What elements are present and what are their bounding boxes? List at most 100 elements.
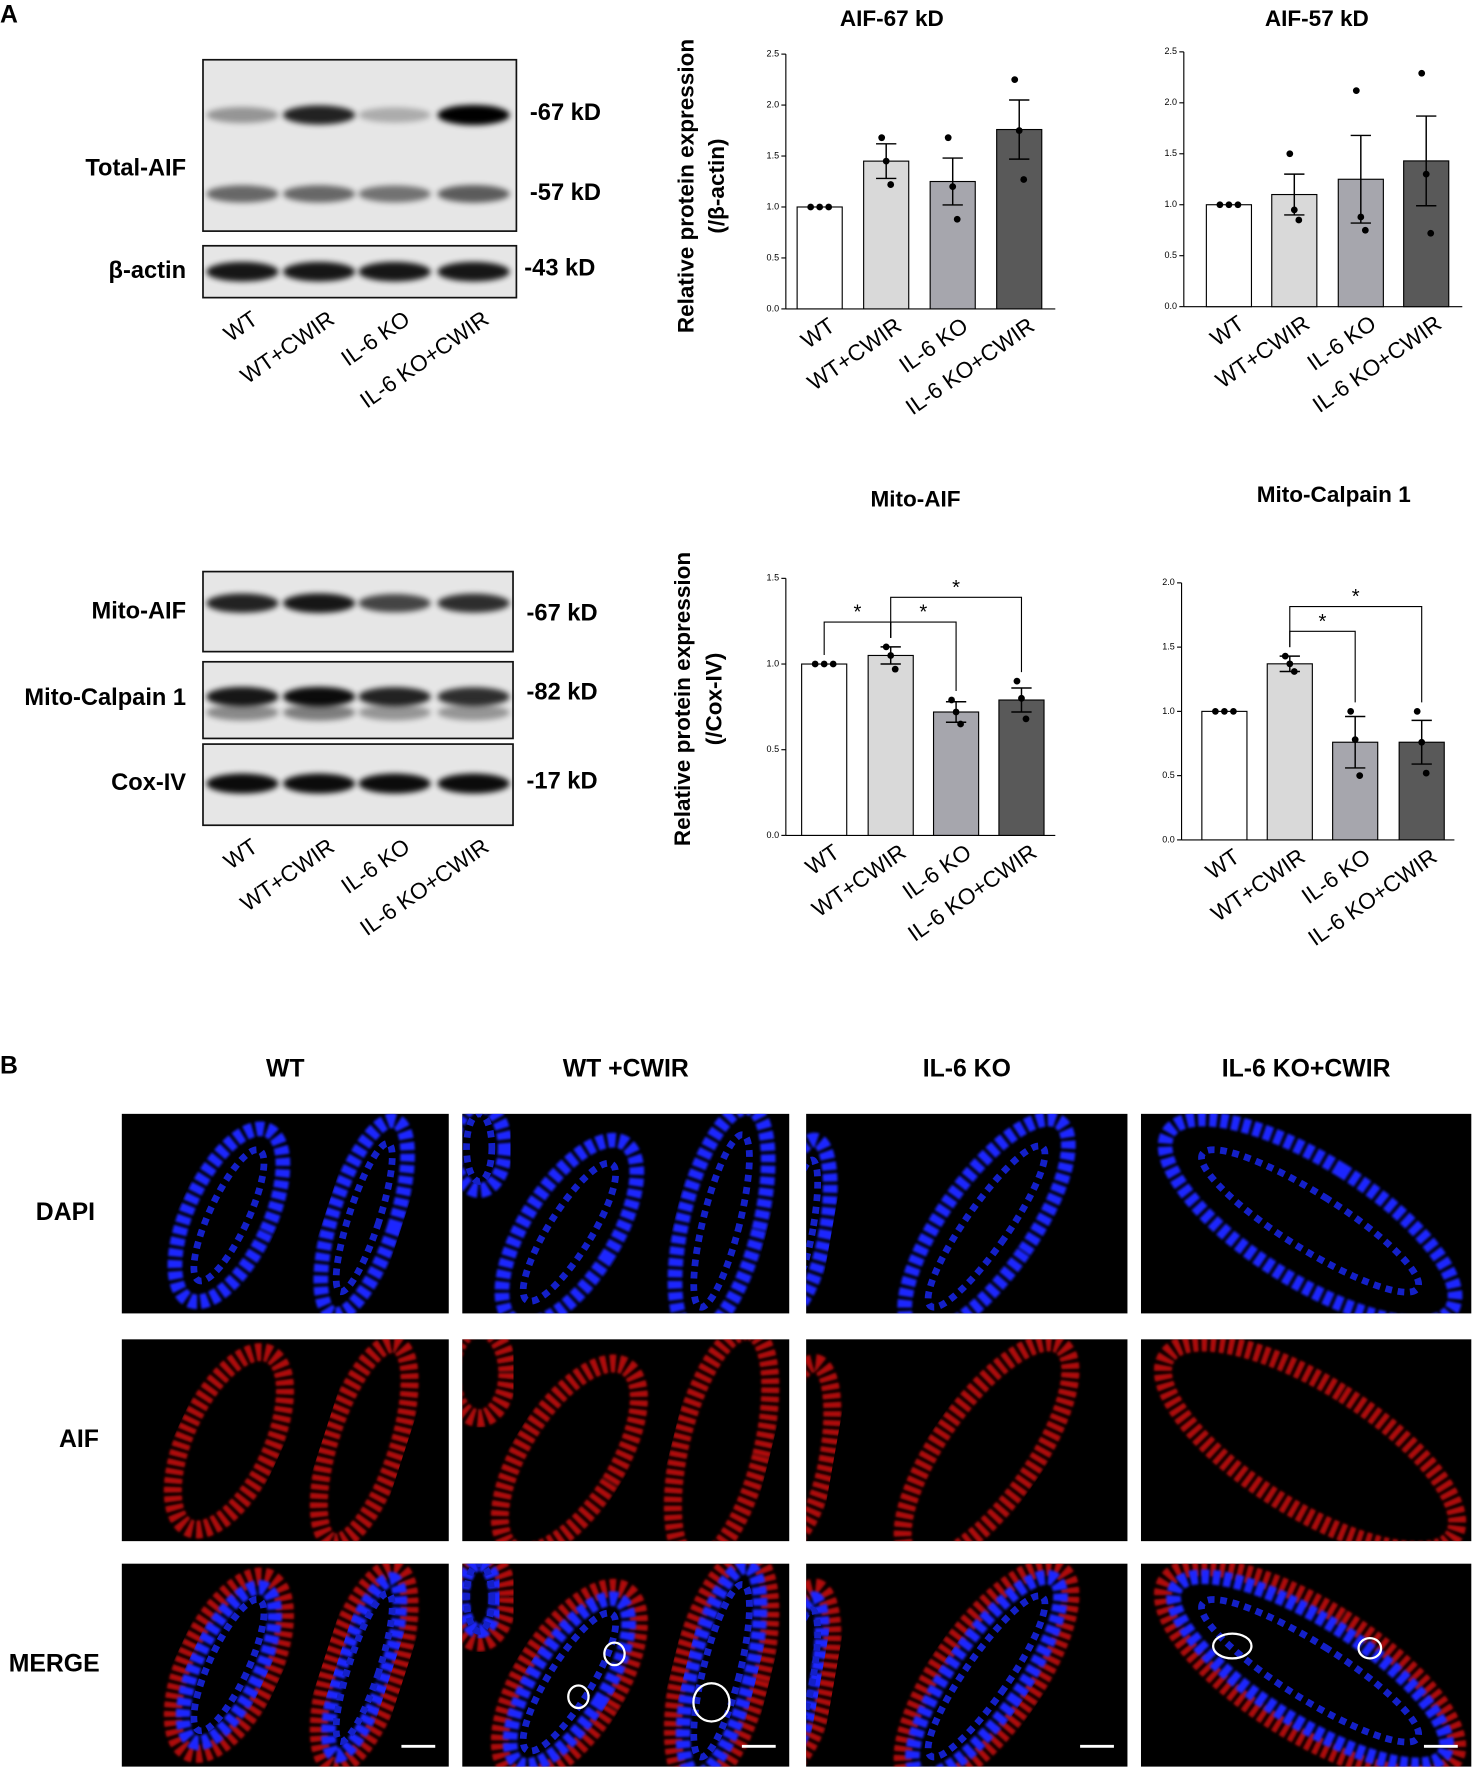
aif-stain bbox=[163, 1343, 295, 1539]
data-point bbox=[1413, 708, 1421, 715]
column-header: WT +CWIR bbox=[563, 1056, 689, 1083]
data-point bbox=[1351, 736, 1359, 744]
y-tick-label: 0.5 bbox=[1162, 770, 1175, 780]
data-point bbox=[1221, 708, 1228, 715]
blot-marker: -17 kD bbox=[527, 769, 598, 795]
data-point bbox=[820, 660, 828, 668]
dapi-stain bbox=[462, 1113, 513, 1198]
dapi-core bbox=[806, 1156, 822, 1297]
data-point bbox=[949, 183, 957, 190]
micrograph-content bbox=[163, 1339, 419, 1542]
data-point bbox=[1290, 206, 1298, 214]
blot-band bbox=[437, 704, 510, 721]
data-point bbox=[1281, 652, 1289, 660]
data-point bbox=[825, 203, 833, 211]
y-tick-label: 1.5 bbox=[1162, 641, 1175, 651]
dapi-core bbox=[190, 1596, 268, 1735]
x-tick-label: WT bbox=[1201, 844, 1244, 885]
blot-band bbox=[358, 594, 431, 613]
y-tick-label: 0.0 bbox=[1165, 301, 1178, 311]
y-tick-label: 1.5 bbox=[1165, 148, 1178, 158]
y-axis-label: Relative protein expression bbox=[673, 39, 698, 333]
bar bbox=[998, 699, 1045, 836]
blot-label: Cox-IV bbox=[111, 770, 186, 796]
micrograph-content bbox=[1157, 1113, 1463, 1314]
dapi-core bbox=[1198, 1596, 1423, 1746]
blot-label: β-actin bbox=[109, 258, 187, 284]
highlight-circle bbox=[1357, 1636, 1383, 1660]
dapi-core bbox=[463, 1563, 496, 1635]
blot-marker: -43 kD bbox=[524, 256, 595, 282]
dapi-stain bbox=[897, 1113, 1076, 1314]
blot-band bbox=[437, 773, 510, 794]
y-tick-label: 0.5 bbox=[1165, 250, 1178, 260]
data-point bbox=[1013, 677, 1021, 685]
bar bbox=[796, 206, 843, 310]
y-tick-label: 0.5 bbox=[767, 252, 780, 262]
highlight-circle bbox=[692, 1682, 731, 1723]
aif-stain bbox=[806, 1578, 842, 1767]
data-point bbox=[1347, 708, 1355, 715]
data-point bbox=[1225, 201, 1233, 209]
data-point bbox=[878, 134, 886, 142]
dapi-core bbox=[1198, 1146, 1423, 1296]
micrograph bbox=[1140, 1563, 1472, 1767]
aif-stain bbox=[490, 1578, 648, 1767]
aif-stain bbox=[490, 1354, 648, 1542]
panel-label: A bbox=[0, 2, 18, 29]
data-point bbox=[882, 157, 890, 165]
aif-stain bbox=[309, 1339, 419, 1542]
y-tick-label: 2.5 bbox=[767, 48, 780, 58]
data-point bbox=[957, 720, 964, 728]
column-header: IL-6 KO bbox=[923, 1056, 1011, 1083]
data-point bbox=[1234, 201, 1242, 209]
dapi-stain bbox=[502, 1591, 637, 1767]
data-point bbox=[1357, 213, 1365, 221]
data-point bbox=[829, 660, 837, 668]
bar bbox=[1266, 663, 1313, 841]
dapi-core bbox=[806, 1606, 822, 1747]
blot-band bbox=[206, 773, 279, 794]
row-label: MERGE bbox=[9, 1651, 100, 1678]
error-bar bbox=[1350, 134, 1371, 224]
dapi-core bbox=[463, 1113, 496, 1185]
dapi-stain bbox=[667, 1113, 776, 1314]
y-tick-label: 2.5 bbox=[1165, 46, 1178, 56]
blot-band bbox=[358, 704, 431, 721]
dapi-core bbox=[690, 1581, 753, 1761]
y-axis-label: (/Cox-IV) bbox=[702, 653, 727, 746]
blot-membrane bbox=[202, 58, 518, 232]
highlight-circle bbox=[603, 1641, 626, 1667]
bar bbox=[932, 711, 980, 836]
dapi-core bbox=[190, 1146, 268, 1285]
micrograph-content bbox=[167, 1113, 415, 1314]
data-point bbox=[1018, 694, 1025, 702]
highlight-circle bbox=[567, 1684, 590, 1710]
error-bar bbox=[942, 157, 963, 206]
blot-band bbox=[437, 261, 510, 282]
significance-bracket bbox=[823, 621, 892, 656]
dapi-core bbox=[332, 1589, 396, 1745]
error-bar bbox=[1416, 115, 1437, 207]
data-point bbox=[953, 215, 961, 223]
data-point bbox=[816, 203, 824, 211]
dapi-stain bbox=[167, 1121, 291, 1310]
y-tick-label: 2.0 bbox=[1165, 97, 1178, 107]
dapi-stain bbox=[806, 1132, 838, 1314]
data-point bbox=[1011, 76, 1019, 83]
dapi-core bbox=[924, 1592, 1049, 1761]
data-point bbox=[1422, 170, 1430, 178]
lane-label: WT bbox=[219, 834, 262, 875]
micrograph bbox=[1140, 1339, 1472, 1542]
lane-label: WT bbox=[219, 306, 262, 347]
row-label: DAPI bbox=[36, 1199, 95, 1226]
y-tick-label: 1.0 bbox=[767, 658, 780, 668]
y-axis-label: (/β-actin) bbox=[704, 138, 729, 233]
blot-band bbox=[437, 185, 510, 203]
y-tick-label: 0.5 bbox=[767, 744, 780, 754]
blot-band bbox=[283, 185, 356, 203]
micrograph-content bbox=[1153, 1563, 1467, 1767]
blot-band bbox=[206, 261, 279, 282]
data-point bbox=[952, 708, 960, 716]
